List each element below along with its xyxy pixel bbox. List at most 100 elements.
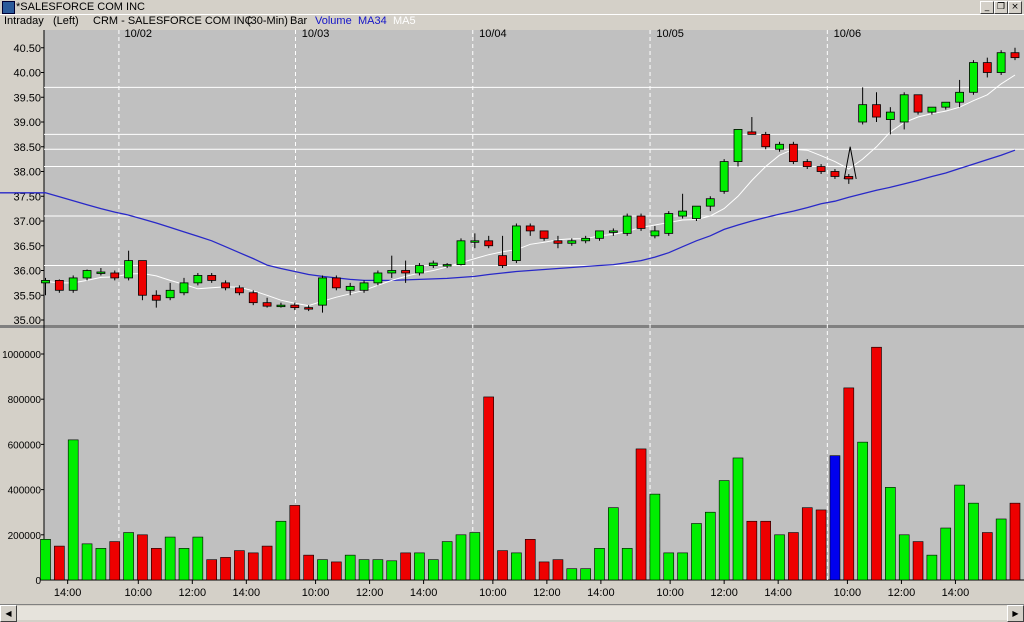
candle-body <box>138 260 147 296</box>
time-label: 10:00 <box>302 587 330 599</box>
candle-body <box>387 270 397 274</box>
volume-bar <box>40 539 51 581</box>
volume-bar <box>95 548 107 581</box>
candle-body <box>68 277 78 291</box>
volume-bar <box>594 548 605 581</box>
candle-body <box>96 271 106 274</box>
candle-body <box>234 287 244 294</box>
volume-bar <box>995 518 1007 581</box>
price-tick-label: 35.00 <box>13 315 41 327</box>
candle-body <box>678 210 687 217</box>
scroll-right-button[interactable]: ▶ <box>1007 605 1024 622</box>
volume-bar <box>414 552 425 581</box>
candle-body <box>124 260 133 279</box>
volume-bar <box>386 560 398 581</box>
candle-body <box>941 101 951 108</box>
volume-bar <box>621 548 633 581</box>
volume-bar <box>885 487 896 581</box>
time-label: 14:00 <box>587 587 615 599</box>
volume-bar <box>968 502 979 581</box>
volume-tick-label: 0 <box>35 576 41 587</box>
candle-body <box>498 255 507 266</box>
volume-bar <box>926 554 938 581</box>
candle-body <box>802 161 812 167</box>
candle-body <box>899 94 909 123</box>
volume-bar <box>67 439 79 581</box>
candle-body <box>401 270 411 274</box>
time-label: 12:00 <box>710 587 738 599</box>
volume-bar <box>151 548 162 581</box>
date-label: 10/05 <box>656 28 684 40</box>
candle-body <box>359 282 369 291</box>
candle-body <box>470 240 480 243</box>
candle-body <box>539 230 549 239</box>
candle-body <box>331 277 341 289</box>
time-label: 14:00 <box>764 587 792 599</box>
volume-bar <box>164 536 176 581</box>
volume-tick-label: 600000 <box>8 440 42 451</box>
volume-bar <box>649 493 661 581</box>
volume-bar <box>746 520 758 581</box>
candle-body <box>82 270 92 279</box>
time-label: 10:00 <box>479 587 507 599</box>
volume-bar <box>400 552 411 581</box>
volume-bar <box>441 541 453 581</box>
candle-body <box>885 111 895 120</box>
price-tick-label: 40.50 <box>13 43 41 55</box>
price-tick-label: 39.00 <box>13 117 41 129</box>
candle-body <box>207 275 217 281</box>
candle-body <box>858 104 868 123</box>
candle-body <box>41 279 50 284</box>
restore-button[interactable]: ❐ <box>994 1 1008 14</box>
scroll-left-button[interactable]: ◀ <box>0 605 17 622</box>
volume-bar <box>815 509 827 581</box>
candle-body <box>290 304 300 309</box>
volume-bar <box>123 532 134 581</box>
volume-tick-label: 400000 <box>8 486 42 497</box>
candle-body <box>54 279 64 291</box>
volume-tick-label: 800000 <box>8 395 42 406</box>
candle-body <box>276 304 286 308</box>
candle-body <box>775 143 784 150</box>
candle-body <box>512 225 521 261</box>
minimize-button[interactable]: _ <box>980 1 994 14</box>
volume-bar <box>538 561 550 581</box>
volume-bar <box>372 559 384 581</box>
price-tick-label: 38.50 <box>13 142 41 154</box>
candle-body <box>567 240 577 244</box>
time-label: 12:00 <box>179 587 207 599</box>
price-tick-label: 39.50 <box>13 92 41 104</box>
volume-bar <box>427 559 439 581</box>
volume-bar <box>898 534 910 581</box>
volume-bar <box>469 532 481 581</box>
candle-body <box>996 52 1006 73</box>
volume-bar <box>137 534 148 581</box>
time-label: 14:00 <box>54 587 82 599</box>
volume-bar <box>303 554 314 581</box>
volume-bar <box>635 448 647 581</box>
candle-body <box>345 285 355 291</box>
candle-body <box>442 264 452 267</box>
volume-bar <box>331 561 342 581</box>
volume-bar <box>234 550 245 581</box>
volume-bar <box>261 545 273 581</box>
legend-ma34: MA34 <box>358 15 387 27</box>
candle-body <box>262 302 272 307</box>
volume-bar <box>344 554 356 581</box>
candle-body <box>844 176 854 180</box>
horizontal-scrollbar[interactable]: ◀ ▶ <box>0 604 1024 622</box>
volume-bar <box>81 543 93 581</box>
close-button[interactable]: × <box>1008 1 1022 14</box>
ma34-line <box>0 149 1016 282</box>
interval-label: (30-Min) <box>247 15 288 27</box>
date-label: 10/06 <box>834 28 862 40</box>
price-tick-label: 40.00 <box>13 68 41 80</box>
scroll-track[interactable] <box>17 606 1007 620</box>
price-tick-label: 35.50 <box>13 290 41 302</box>
candle-body <box>622 215 632 234</box>
volume-bar <box>317 559 328 581</box>
time-label: 10:00 <box>656 587 684 599</box>
candle-body <box>581 237 591 242</box>
candle-body <box>650 230 660 237</box>
candle-body <box>761 133 771 148</box>
